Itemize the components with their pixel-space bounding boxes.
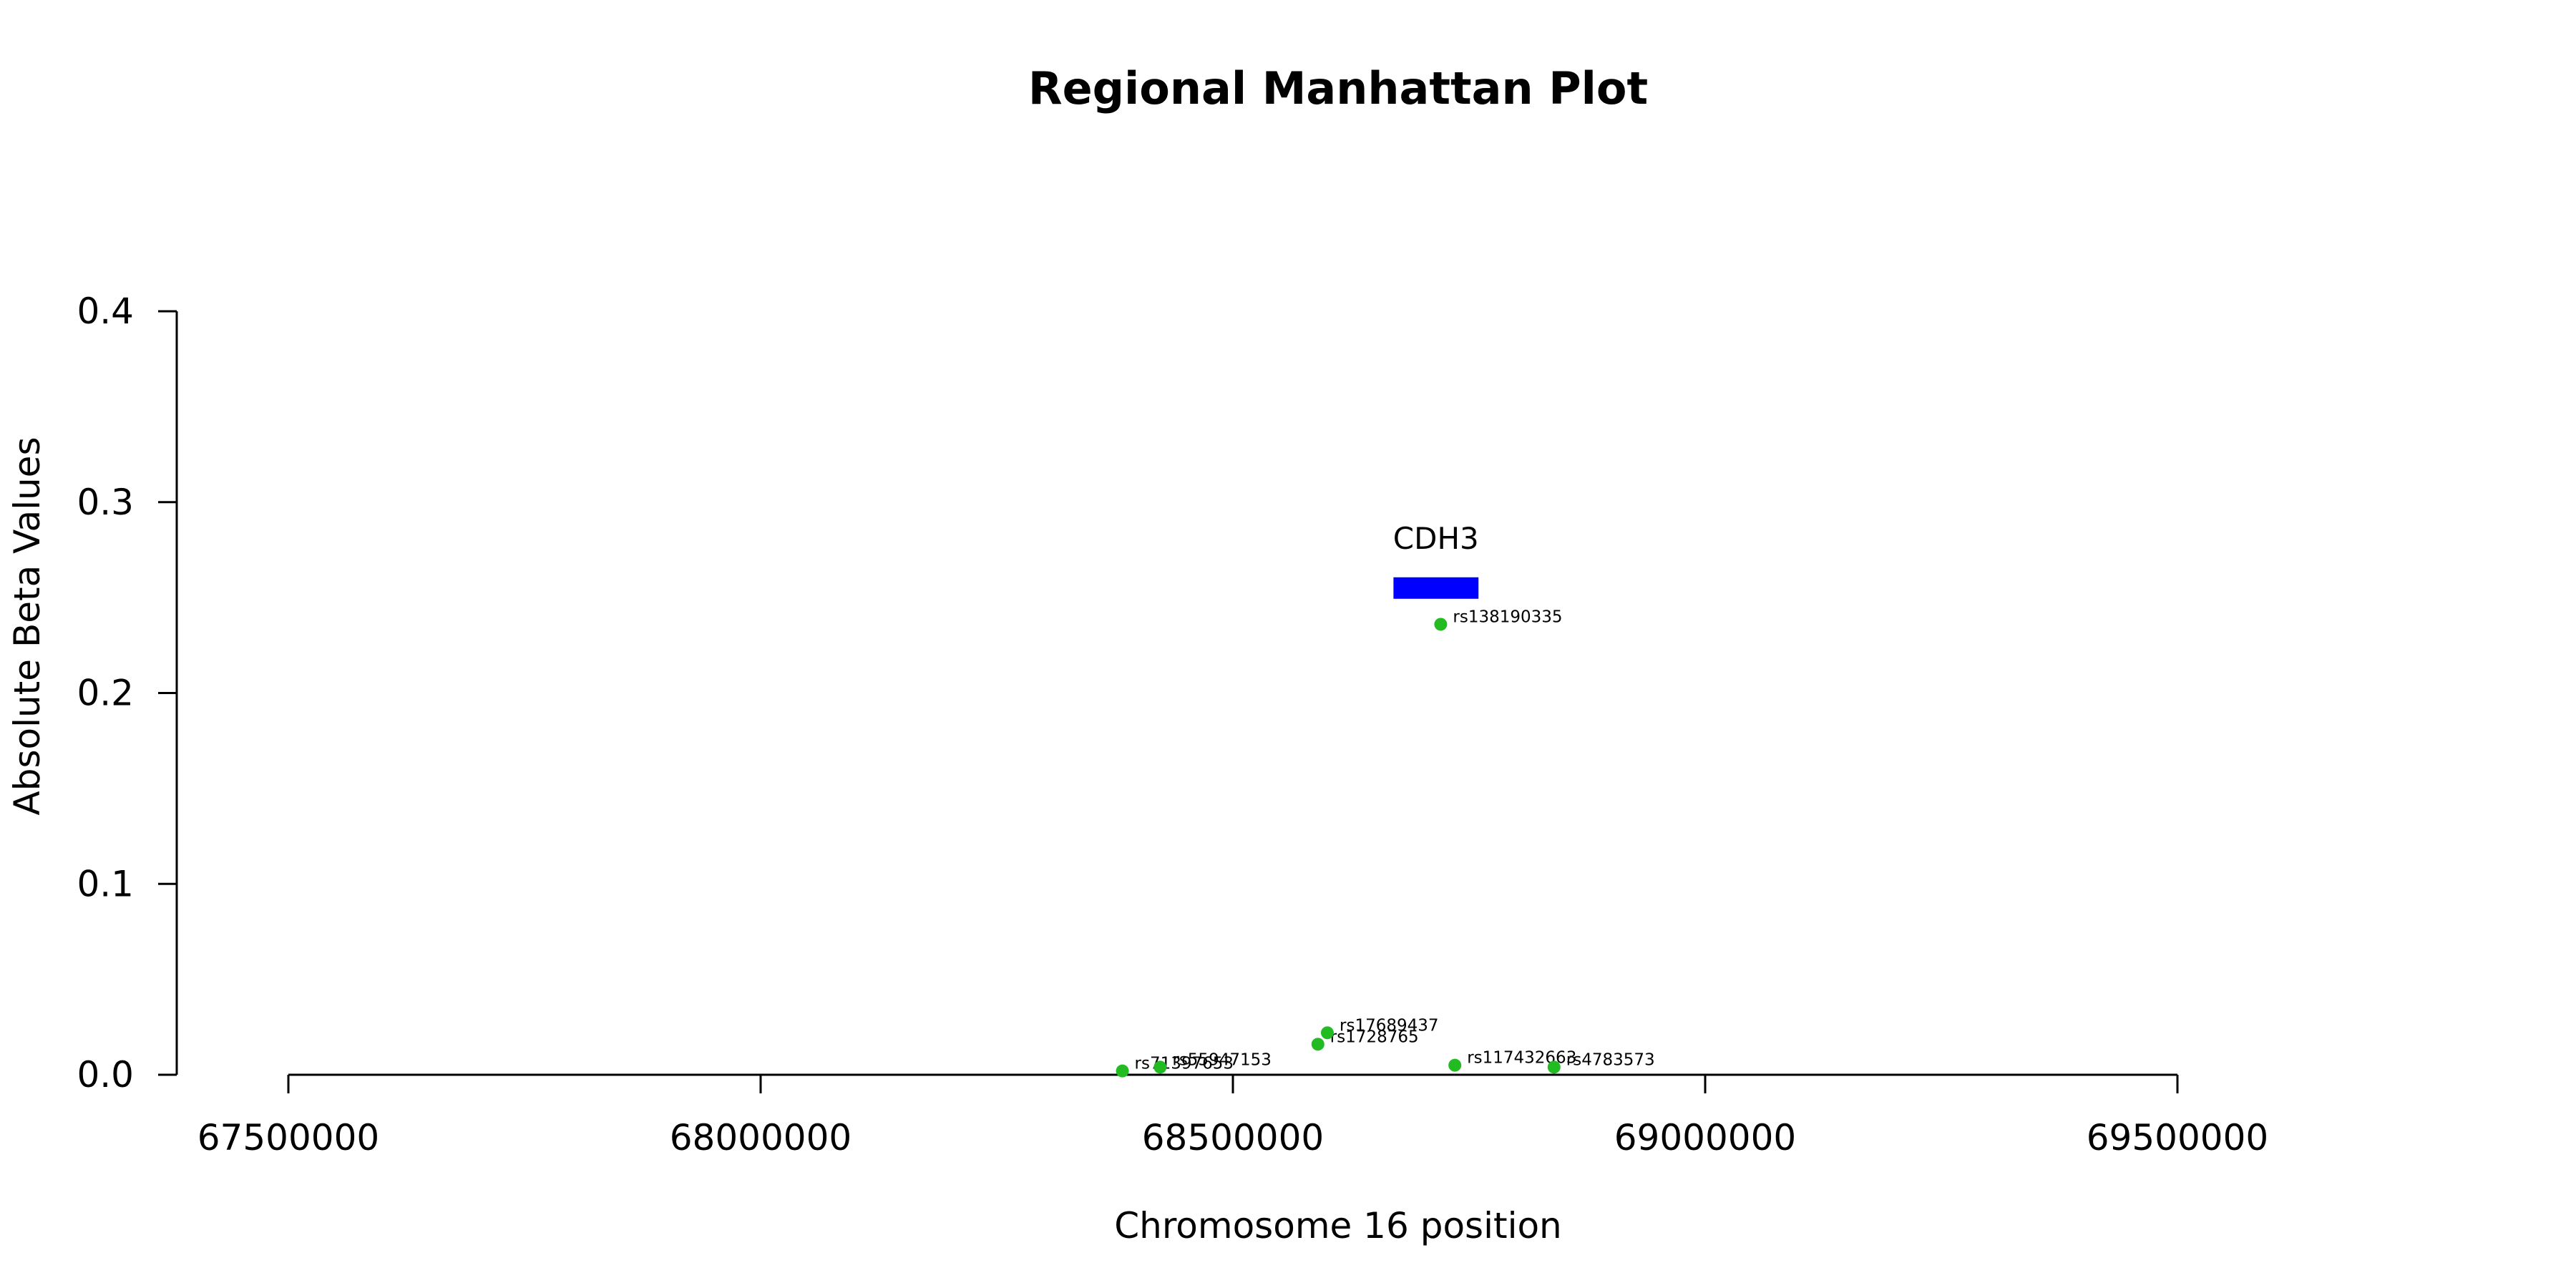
x-tick-label: 68000000 (670, 1117, 852, 1158)
x-axis-title: Chromosome 16 position (1114, 1205, 1562, 1246)
snp-point (1321, 1026, 1334, 1040)
snp-point (1311, 1038, 1324, 1051)
y-tick-label: 0.4 (77, 291, 134, 332)
snp-point (1448, 1058, 1462, 1072)
snp-label: rs138190335 (1453, 608, 1562, 626)
x-tick-label: 68500000 (1142, 1117, 1324, 1158)
chart-title: Regional Manhattan Plot (1028, 62, 1648, 114)
snp-label: rs4783573 (1566, 1050, 1655, 1069)
snp-point (1153, 1060, 1167, 1074)
axes: 0.0 0.1 0.2 0.3 0.4 67500000 68000000 68500000 6… (77, 291, 2268, 1158)
snp-point (1434, 618, 1448, 631)
y-tick-label: 0.2 (77, 673, 134, 714)
snp-label: rs1728765 (1330, 1028, 1419, 1046)
x-tick-label: 67500000 (197, 1117, 380, 1158)
snp-point (1116, 1064, 1129, 1078)
snp-label: rs117432663 (1467, 1049, 1576, 1068)
snp-label: rs71397653 (1135, 1055, 1234, 1073)
gene-label: CDH3 (1393, 521, 1479, 556)
gene-track: CDH3 (1393, 521, 1479, 599)
snp-label: rs55947153 (1172, 1050, 1272, 1069)
snp-label: rs17689437 (1340, 1016, 1439, 1035)
gene-bar (1393, 577, 1479, 599)
y-axis-title: Absolute Beta Values (6, 437, 48, 816)
y-tick-label: 0.0 (77, 1054, 134, 1096)
snp-point (1547, 1060, 1561, 1074)
x-tick-label: 69500000 (2087, 1117, 2269, 1158)
y-tick-label: 0.3 (77, 482, 134, 523)
x-tick-label: 69000000 (1614, 1117, 1797, 1158)
y-tick-label: 0.1 (77, 863, 134, 904)
